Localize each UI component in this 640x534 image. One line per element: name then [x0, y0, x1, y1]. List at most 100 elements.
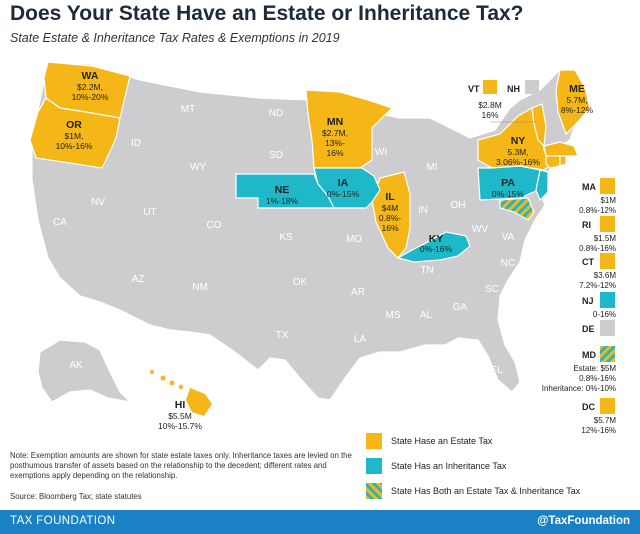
label-AZ: AZ	[132, 274, 145, 285]
nh-swatch	[525, 80, 539, 94]
sidebar-detail-ma: 0.8%-12%	[579, 206, 616, 215]
sidebar-detail-ct: 7.2%-12%	[579, 281, 616, 290]
state-detail: $5.5M	[168, 411, 192, 421]
state-AK	[37, 339, 132, 403]
state-abbr: WA	[82, 70, 99, 82]
state-detail: $2.2M,	[77, 82, 103, 92]
state-abbr: IL	[385, 191, 395, 203]
sidebar-abbr-ct: CT	[582, 257, 594, 267]
label-HI: HI $5.5M 10%-15.7%	[158, 399, 202, 431]
legend-label-estate: State Hase an Estate Tax	[391, 435, 493, 446]
state-detail: 3.06%-16%	[496, 157, 540, 167]
state-ME	[555, 69, 591, 136]
sidebar-abbr-dc: DC	[582, 402, 595, 412]
label-KS: KS	[279, 232, 293, 243]
label-AL: AL	[420, 310, 433, 321]
sidebar-detail-ri: 0.8%-16%	[579, 244, 616, 253]
legend-swatch-both	[366, 482, 382, 499]
state-abbr: NE	[275, 184, 290, 196]
state-detail: $1M,	[65, 131, 84, 141]
state-detail: 0.8%-	[379, 213, 401, 223]
label-NE: NE 1%-18%	[266, 184, 299, 206]
state-detail: 10%-15.7%	[158, 421, 202, 431]
label-GA: GA	[453, 302, 468, 313]
label-WI: WI	[375, 147, 387, 158]
label-WY: WY	[190, 162, 206, 173]
state-IL	[371, 171, 411, 259]
sidebar-detail-ri: $1.5M	[594, 234, 617, 243]
sidebar-detail-nj: 0-16%	[593, 310, 616, 319]
label-FL: FL	[491, 365, 503, 376]
label-MT: MT	[181, 104, 195, 115]
state-NJ	[535, 169, 549, 202]
label-TX: TX	[276, 330, 289, 341]
state-detail: 8%-12%	[561, 105, 594, 115]
sidebar-abbr-de: DE	[582, 324, 595, 334]
state-MD	[499, 197, 535, 221]
sidebar-abbr-md: MD	[582, 350, 596, 360]
state-detail: 10%-16%	[56, 141, 93, 151]
state-abbr: IA	[338, 177, 349, 189]
label-SC: SC	[485, 284, 499, 295]
label-CO: CO	[207, 220, 222, 231]
label-IA: IA 0%-15%	[327, 177, 360, 199]
state-IA	[313, 167, 381, 209]
sidebar-swatch-dc	[600, 398, 615, 414]
state-abbr: NY	[511, 135, 526, 147]
state-KY	[396, 231, 471, 263]
state-detail: 16%	[326, 148, 343, 158]
state-detail: 1%-18%	[266, 196, 299, 206]
label-AK: AK	[69, 360, 83, 371]
sidebar-abbr-nj: NJ	[582, 296, 594, 306]
legend-item-inheritance: State Has an Inheritance Tax	[366, 457, 506, 474]
state-abbr: NH	[507, 84, 520, 94]
legend-swatch-estate	[366, 432, 382, 449]
state-detail: 5.7M,	[566, 95, 587, 105]
label-MO: MO	[346, 234, 362, 245]
label-NC: NC	[501, 258, 515, 269]
label-MN: MN $2.7M, 13%- 16%	[322, 116, 348, 158]
legend-swatch-inheritance	[366, 457, 382, 474]
label-KY: KY 0%-16%	[420, 233, 453, 254]
state-detail: 5.3M,	[507, 147, 528, 157]
state-detail: 16%	[481, 110, 498, 120]
state-OR	[29, 97, 121, 169]
state-detail: 0%-15%	[327, 189, 360, 199]
label-IN: IN	[418, 205, 428, 216]
callout-VT: VT $2.8M 16%	[468, 80, 536, 123]
state-abbr: MN	[327, 116, 343, 128]
state-detail: $2.7M,	[322, 128, 348, 138]
label-SD: SD	[269, 150, 283, 161]
callout-NH: NH	[507, 80, 539, 94]
footer-bar: TAX FOUNDATION @TaxFoundation	[0, 510, 640, 534]
chart-subtitle: State Estate & Inheritance Tax Rates & E…	[10, 31, 340, 45]
state-NE	[235, 173, 335, 209]
sidebar-detail-md: 0.8%-16%	[579, 374, 616, 383]
legend-item-both: State Has Both an Estate Tax & Inheritan…	[366, 482, 580, 499]
state-detail: 0%-16%	[420, 244, 453, 254]
label-NV: NV	[91, 197, 105, 208]
vt-swatch	[483, 80, 497, 94]
state-detail: $2.8M	[478, 100, 502, 110]
label-WA: WA $2.2M, 10%-20%	[72, 70, 109, 102]
legend-label-inheritance: State Has an Inheritance Tax	[391, 460, 507, 471]
small-states-sidebar: MA$1M0.8%-12%RI$1.5M0.8%-16%CT$3.6M7.2%-…	[542, 178, 617, 435]
state-abbr: VT	[468, 84, 480, 94]
label-OR: OR $1M, 10%-16%	[56, 119, 93, 151]
footnote: Note: Exemption amounts are shown for st…	[10, 451, 352, 481]
state-CT	[545, 155, 561, 169]
state-abbr: PA	[501, 177, 515, 189]
state-detail: 16%	[381, 223, 398, 233]
state-detail: $4M	[382, 203, 399, 213]
sidebar-detail-ma: $1M	[600, 196, 616, 205]
state-RI	[559, 155, 567, 167]
label-ME: ME 5.7M, 8%-12%	[561, 83, 594, 115]
label-CA: CA	[53, 217, 67, 228]
label-OK: OK	[293, 277, 308, 288]
label-PA: PA 0%-15%	[492, 177, 525, 199]
sidebar-swatch-de	[600, 320, 615, 336]
label-NY: NY 5.3M, 3.06%-16%	[496, 135, 540, 167]
label-IL: IL $4M 0.8%- 16%	[379, 191, 401, 233]
sidebar-detail-dc: 12%-16%	[581, 426, 616, 435]
state-abbr: HI	[175, 399, 186, 411]
